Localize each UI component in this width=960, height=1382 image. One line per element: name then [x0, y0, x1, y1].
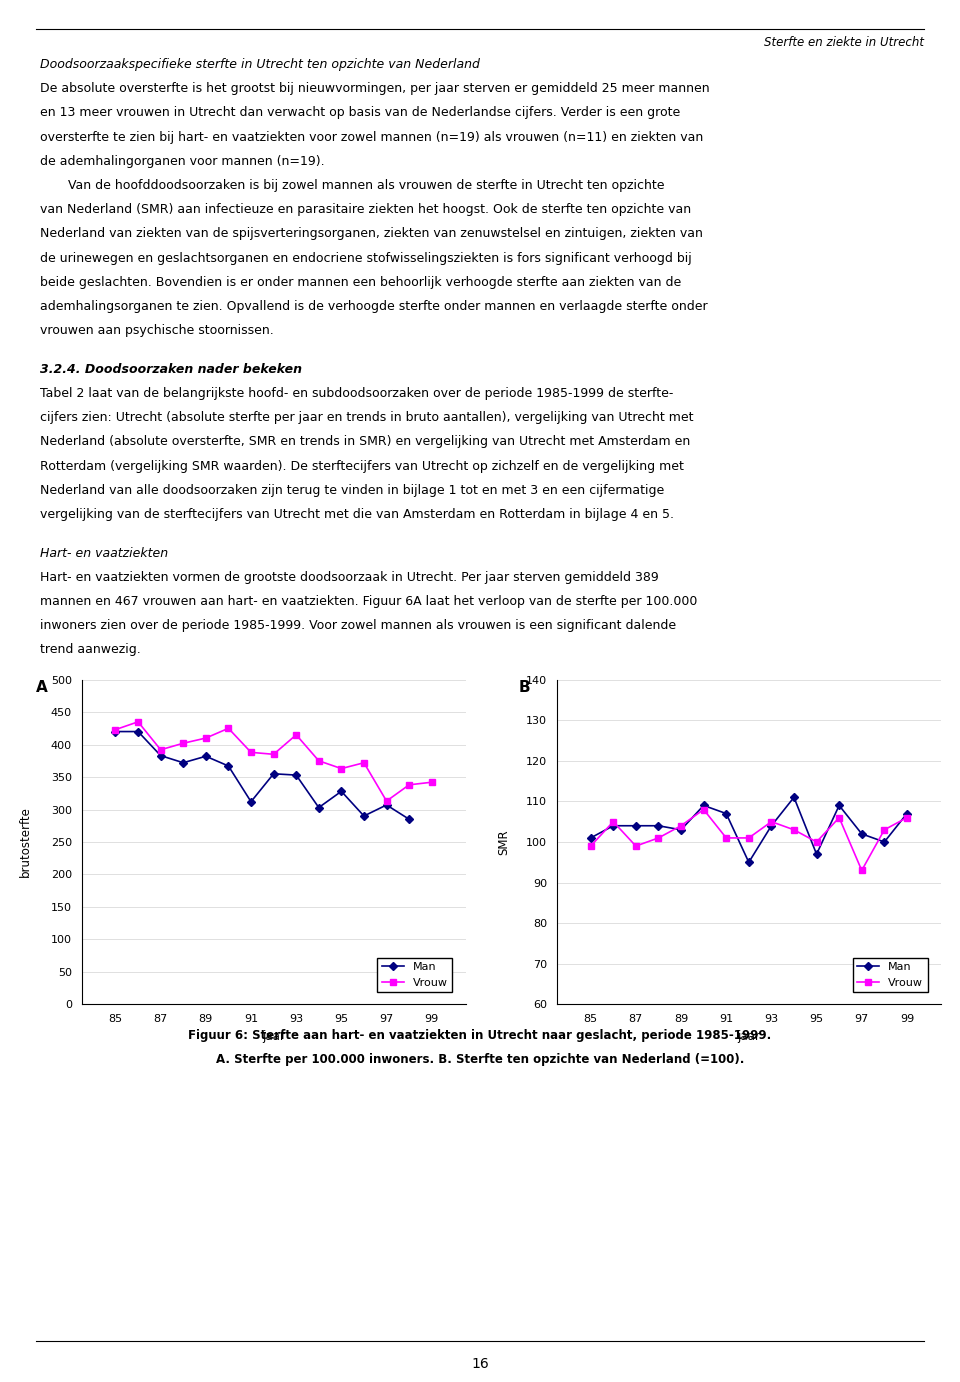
Vrouw [403, 777, 415, 793]
Text: A. Sterfte per 100.000 inwoners. B. Sterfte ten opzichte van Nederland (=100).: A. Sterfte per 100.000 inwoners. B. Ster… [216, 1053, 744, 1067]
Legend: Man, Vrouw: Man, Vrouw [852, 958, 927, 992]
Man [245, 793, 256, 810]
Vrouw [856, 862, 868, 879]
Text: Nederland van ziekten van de spijsverteringsorganen, ziekten van zenuwstelsel en: Nederland van ziekten van de spijsverter… [40, 227, 703, 240]
Man [268, 766, 279, 782]
Man [381, 796, 393, 813]
Text: Nederland van alle doodsoorzaken zijn terug te vinden in bijlage 1 tot en met 3 : Nederland van alle doodsoorzaken zijn te… [40, 484, 664, 496]
Text: Doodsoorzaakspecifieke sterfte in Utrecht ten opzichte van Nederland: Doodsoorzaakspecifieke sterfte in Utrech… [40, 58, 480, 70]
Vrouw [698, 802, 709, 818]
Vrouw [358, 755, 370, 771]
Text: Nederland (absolute oversterfte, SMR en trends in SMR) en vergelijking van Utrec: Nederland (absolute oversterfte, SMR en … [40, 435, 690, 448]
Man [223, 757, 234, 774]
Man [788, 789, 800, 806]
Text: 3.2.4. Doodsoorzaken nader bekeken: 3.2.4. Doodsoorzaken nader bekeken [40, 362, 302, 376]
Man [653, 817, 664, 833]
Vrouw [630, 837, 641, 854]
Legend: Man, Vrouw: Man, Vrouw [377, 958, 452, 992]
Vrouw [901, 810, 913, 826]
Man [720, 806, 732, 822]
Vrouw [833, 810, 845, 826]
Man [200, 748, 211, 764]
Vrouw [200, 730, 211, 746]
Man [833, 797, 845, 814]
Vrouw [245, 744, 256, 760]
Vrouw [268, 746, 279, 763]
Vrouw [313, 752, 324, 768]
Man [878, 833, 890, 850]
Text: Rotterdam (vergelijking SMR waarden). De sterftecijfers van Utrecht op zichzelf : Rotterdam (vergelijking SMR waarden). De… [40, 459, 684, 473]
Man [109, 723, 121, 739]
Vrouw [608, 814, 619, 831]
Vrouw [132, 713, 144, 730]
Man [313, 799, 324, 815]
Text: Hart- en vaatziekten: Hart- en vaatziekten [40, 546, 168, 560]
Line: Vrouw: Vrouw [112, 719, 435, 804]
Vrouw [766, 814, 778, 831]
Text: Figuur 6: Sterfte aan hart- en vaatziekten in Utrecht naar geslacht, periode 198: Figuur 6: Sterfte aan hart- en vaatziekt… [188, 1030, 772, 1042]
Text: vrouwen aan psychische stoornissen.: vrouwen aan psychische stoornissen. [40, 323, 274, 337]
Text: inwoners zien over de periode 1985-1999. Voor zowel mannen als vrouwen is een si: inwoners zien over de periode 1985-1999.… [40, 619, 677, 632]
Text: trend aanwezig.: trend aanwezig. [40, 643, 141, 656]
Vrouw [811, 833, 823, 850]
Man [630, 817, 641, 833]
Man [856, 825, 868, 842]
Vrouw [653, 829, 664, 846]
Man [585, 829, 596, 846]
Man [403, 811, 415, 828]
Y-axis label: SMR: SMR [497, 829, 511, 855]
Man [608, 817, 619, 833]
Man [675, 821, 686, 837]
Text: 16: 16 [471, 1357, 489, 1371]
Man [178, 755, 189, 771]
Vrouw [291, 727, 302, 744]
Man [698, 797, 709, 814]
Vrouw [585, 837, 596, 854]
Text: van Nederland (SMR) aan infectieuze en parasitaire ziekten het hoogst. Ook de st: van Nederland (SMR) aan infectieuze en p… [40, 203, 691, 216]
X-axis label: jaar: jaar [737, 1030, 760, 1042]
Man [155, 748, 166, 764]
Vrouw [223, 720, 234, 737]
Text: beide geslachten. Bovendien is er onder mannen een behoorlijk verhoogde sterfte : beide geslachten. Bovendien is er onder … [40, 275, 682, 289]
Text: de ademhalingorganen voor mannen (n=19).: de ademhalingorganen voor mannen (n=19). [40, 155, 324, 167]
Text: oversterfte te zien bij hart- en vaatziekten voor zowel mannen (n=19) als vrouwe: oversterfte te zien bij hart- en vaatzie… [40, 131, 704, 144]
Text: Sterfte en ziekte in Utrecht: Sterfte en ziekte in Utrecht [763, 36, 924, 48]
Vrouw [743, 829, 755, 846]
Text: vergelijking van de sterftecijfers van Utrecht met die van Amsterdam en Rotterda: vergelijking van de sterftecijfers van U… [40, 507, 674, 521]
Man [291, 767, 302, 784]
Text: ademhalingsorganen te zien. Opvallend is de verhoogde sterfte onder mannen en ve: ademhalingsorganen te zien. Opvallend is… [40, 300, 708, 312]
Vrouw [720, 829, 732, 846]
Vrouw [109, 721, 121, 738]
Text: A: A [36, 680, 47, 695]
Y-axis label: brutosterfte: brutosterfte [18, 807, 32, 878]
Text: cijfers zien: Utrecht (absolute sterfte per jaar en trends in bruto aantallen), : cijfers zien: Utrecht (absolute sterfte … [40, 410, 694, 424]
Vrouw [426, 774, 438, 791]
Vrouw [336, 760, 348, 777]
Line: Man: Man [588, 795, 910, 865]
Man [743, 854, 755, 871]
Text: mannen en 467 vrouwen aan hart- en vaatziekten. Figuur 6A laat het verloop van d: mannen en 467 vrouwen aan hart- en vaatz… [40, 594, 698, 608]
Text: Tabel 2 laat van de belangrijkste hoofd- en subdoodsoorzaken over de periode 198: Tabel 2 laat van de belangrijkste hoofd-… [40, 387, 674, 399]
Vrouw [178, 735, 189, 752]
Line: Vrouw: Vrouw [588, 806, 910, 873]
Text: B: B [518, 680, 530, 695]
Man [811, 846, 823, 862]
Vrouw [381, 793, 393, 810]
Line: Man: Man [112, 728, 412, 822]
Man [132, 723, 144, 739]
X-axis label: jaar: jaar [262, 1030, 285, 1042]
Man [901, 806, 913, 822]
Man [766, 817, 778, 833]
Vrouw [878, 821, 890, 837]
Text: en 13 meer vrouwen in Utrecht dan verwacht op basis van de Nederlandse cijfers. : en 13 meer vrouwen in Utrecht dan verwac… [40, 106, 681, 119]
Text: Van de hoofddoodsoorzaken is bij zowel mannen als vrouwen de sterfte in Utrecht : Van de hoofddoodsoorzaken is bij zowel m… [40, 178, 665, 192]
Text: De absolute oversterfte is het grootst bij nieuwvormingen, per jaar sterven er g: De absolute oversterfte is het grootst b… [40, 83, 710, 95]
Vrouw [788, 821, 800, 837]
Vrouw [155, 742, 166, 759]
Text: de urinewegen en geslachtsorganen en endocriene stofwisselingsziekten is fors si: de urinewegen en geslachtsorganen en end… [40, 252, 692, 264]
Text: Hart- en vaatziekten vormen de grootste doodsoorzaak in Utrecht. Per jaar sterve: Hart- en vaatziekten vormen de grootste … [40, 571, 660, 583]
Man [336, 784, 348, 800]
Man [358, 807, 370, 824]
Vrouw [675, 817, 686, 833]
